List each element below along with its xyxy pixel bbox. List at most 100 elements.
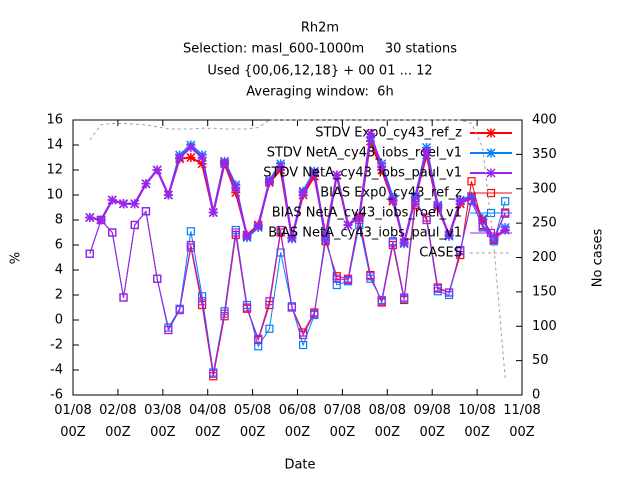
y2-tick-label: 150 bbox=[532, 284, 557, 299]
marker bbox=[467, 177, 476, 186]
marker bbox=[175, 152, 185, 163]
y-tick-label: 6 bbox=[55, 238, 63, 253]
marker bbox=[478, 222, 487, 231]
legend-label: STDV Exp0_cy43_ref_z bbox=[315, 126, 462, 141]
marker bbox=[152, 165, 162, 175]
marker bbox=[118, 199, 129, 209]
marker bbox=[486, 148, 496, 158]
marker bbox=[321, 234, 330, 243]
marker bbox=[265, 297, 274, 306]
marker bbox=[209, 369, 218, 378]
marker bbox=[298, 187, 308, 198]
marker bbox=[242, 303, 252, 312]
marker bbox=[433, 201, 443, 211]
y2-tick-label: 300 bbox=[532, 181, 557, 196]
marker bbox=[486, 228, 496, 238]
x-tick-label: 04/08 00Z bbox=[188, 403, 227, 440]
marker bbox=[231, 187, 241, 198]
y2-tick-label: 200 bbox=[532, 250, 557, 265]
marker bbox=[501, 209, 510, 218]
marker bbox=[310, 309, 319, 318]
marker bbox=[355, 215, 364, 225]
marker bbox=[265, 324, 274, 333]
marker bbox=[332, 170, 342, 180]
marker bbox=[130, 199, 140, 209]
title-line: Averaging window: 6h bbox=[246, 85, 393, 100]
x-tick-label: 08/08 00Z bbox=[368, 403, 407, 440]
marker bbox=[478, 215, 488, 225]
marker bbox=[467, 197, 476, 206]
series-line bbox=[89, 119, 506, 378]
marker bbox=[332, 280, 341, 290]
x-tick-label: 06/08 00Z bbox=[278, 403, 317, 440]
marker bbox=[197, 152, 207, 163]
marker bbox=[411, 197, 420, 206]
marker bbox=[186, 240, 195, 250]
marker bbox=[486, 208, 496, 218]
marker bbox=[287, 232, 297, 243]
marker bbox=[220, 157, 230, 168]
x-tick-label: 09/08 00Z bbox=[413, 403, 451, 440]
series-line bbox=[89, 133, 506, 243]
marker bbox=[456, 247, 465, 256]
x-axis-label: Date bbox=[284, 458, 315, 473]
marker bbox=[366, 272, 375, 281]
legend-label: BIAS Exp0_cy43_ref_z bbox=[320, 186, 462, 201]
title-line: Used {00,06,12,18} + 00 01 ... 12 bbox=[207, 64, 432, 79]
marker bbox=[119, 293, 128, 302]
y2-tick-label: 400 bbox=[532, 113, 557, 128]
marker bbox=[242, 231, 252, 241]
y2-axis-label: No cases bbox=[591, 229, 606, 288]
marker bbox=[422, 215, 431, 225]
y-tick-label: 8 bbox=[55, 213, 63, 228]
marker bbox=[287, 303, 296, 312]
marker bbox=[377, 161, 387, 171]
x-tick-label: 03/08 00Z bbox=[144, 403, 182, 440]
legend-label: STDV NetA_cy43_iobs_roel_v1 bbox=[267, 146, 462, 161]
marker bbox=[197, 297, 207, 306]
marker bbox=[264, 176, 274, 186]
marker bbox=[377, 297, 386, 306]
y2-tick-label: 350 bbox=[532, 147, 557, 162]
y-tick-label: 0 bbox=[55, 313, 63, 328]
marker bbox=[164, 325, 173, 335]
marker bbox=[85, 212, 95, 223]
marker bbox=[299, 340, 308, 350]
marker bbox=[108, 228, 117, 237]
y2-tick-label: 0 bbox=[532, 388, 540, 403]
marker bbox=[186, 142, 196, 153]
marker bbox=[433, 284, 442, 293]
marker bbox=[153, 274, 162, 283]
marker bbox=[85, 249, 94, 258]
x-tick-label: 01/08 00Z bbox=[54, 403, 92, 440]
legend-label: BIAS NetA_cy43_iobs_paul_v1 bbox=[268, 226, 462, 241]
y-tick-label: 4 bbox=[55, 263, 63, 278]
y-tick-label: 14 bbox=[46, 138, 63, 153]
marker bbox=[332, 274, 341, 283]
y-tick-label: 12 bbox=[46, 163, 63, 178]
marker bbox=[254, 334, 263, 343]
legend-label: CASES bbox=[419, 246, 462, 261]
legend-label: BIAS NetA_cy43_iobs_roel_v1 bbox=[272, 206, 462, 221]
marker bbox=[299, 330, 308, 340]
marker bbox=[107, 195, 117, 205]
y2-tick-label: 250 bbox=[532, 216, 557, 231]
marker bbox=[343, 275, 353, 285]
marker bbox=[208, 207, 218, 218]
marker bbox=[96, 215, 106, 225]
y-tick-label: -2 bbox=[50, 338, 63, 353]
marker bbox=[130, 220, 139, 230]
marker bbox=[486, 128, 496, 138]
marker bbox=[163, 190, 173, 200]
legend-label: STDV NetA_cy43_iobs_paul_v1 bbox=[263, 166, 462, 181]
title-line: Rh2m bbox=[301, 21, 339, 36]
marker bbox=[141, 179, 151, 189]
marker bbox=[343, 220, 353, 230]
marker bbox=[141, 207, 151, 216]
marker bbox=[231, 228, 240, 237]
marker bbox=[197, 159, 207, 169]
marker bbox=[220, 309, 229, 318]
marker bbox=[444, 288, 454, 297]
